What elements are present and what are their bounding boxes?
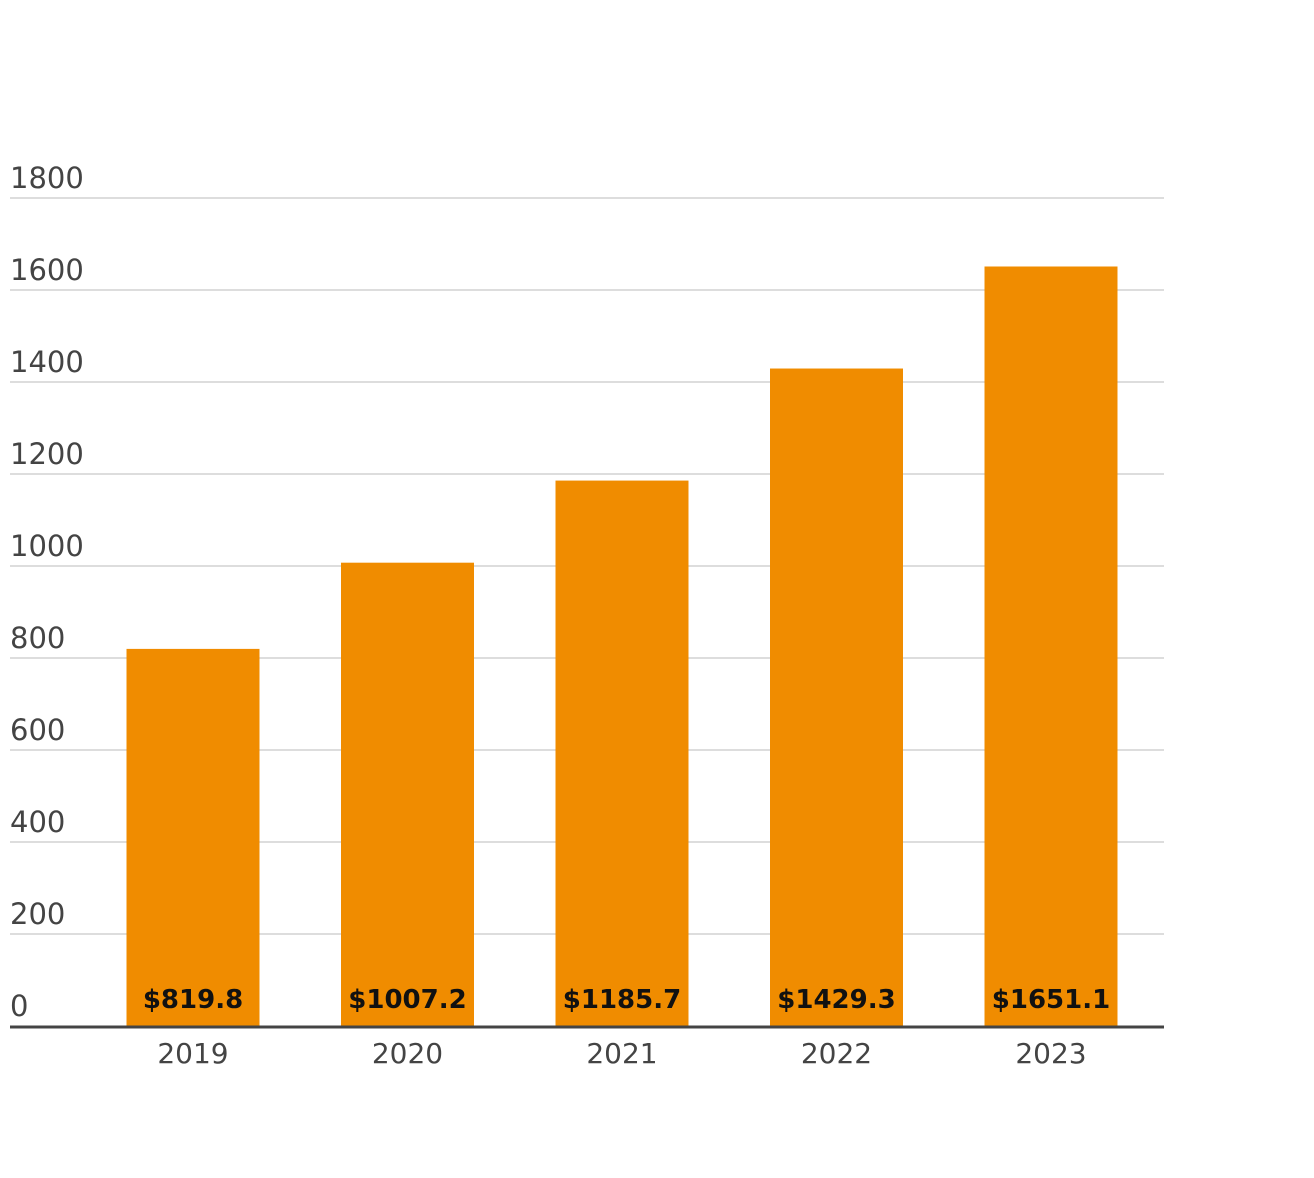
y-tick-label: 600: [10, 713, 65, 747]
y-tick-label: 0: [10, 989, 28, 1023]
bar-value-label: $819.8: [143, 985, 243, 1015]
x-axis-labels: 2019 2020 2021 2022 2023: [157, 1037, 1086, 1070]
bar-value-label: $1651.1: [992, 985, 1110, 1015]
bar-value-label: $1185.7: [563, 985, 681, 1015]
x-tick-label: 2022: [801, 1037, 872, 1070]
y-tick-label: 1800: [10, 161, 84, 195]
y-tick-label: 1400: [10, 345, 84, 379]
bar-2023: [984, 266, 1118, 1026]
y-axis-ticks: 0 200 400 600 800 1000 1200 1400 1600 1800: [10, 161, 84, 1023]
y-tick-label: 800: [10, 621, 65, 655]
x-tick-label: 2019: [157, 1037, 228, 1070]
bar-2021: [555, 480, 689, 1026]
bar-2020: [341, 562, 474, 1026]
bar-2022: [770, 368, 903, 1027]
bars: [126, 266, 1118, 1027]
y-tick-label: 1200: [10, 437, 84, 471]
bar-value-label: $1007.2: [348, 985, 466, 1015]
bar-2019: [126, 648, 260, 1026]
x-tick-label: 2021: [586, 1037, 657, 1070]
x-tick-label: 2020: [372, 1037, 443, 1070]
y-tick-label: 400: [10, 805, 65, 839]
value-labels: $819.8 $1007.2 $1185.7 $1429.3 $1651.1: [143, 985, 1110, 1015]
y-tick-label: 1000: [10, 529, 84, 563]
x-tick-label: 2023: [1015, 1037, 1086, 1070]
y-tick-label: 200: [10, 897, 65, 931]
bar-value-label: $1429.3: [777, 985, 895, 1015]
y-tick-label: 1600: [10, 253, 84, 287]
